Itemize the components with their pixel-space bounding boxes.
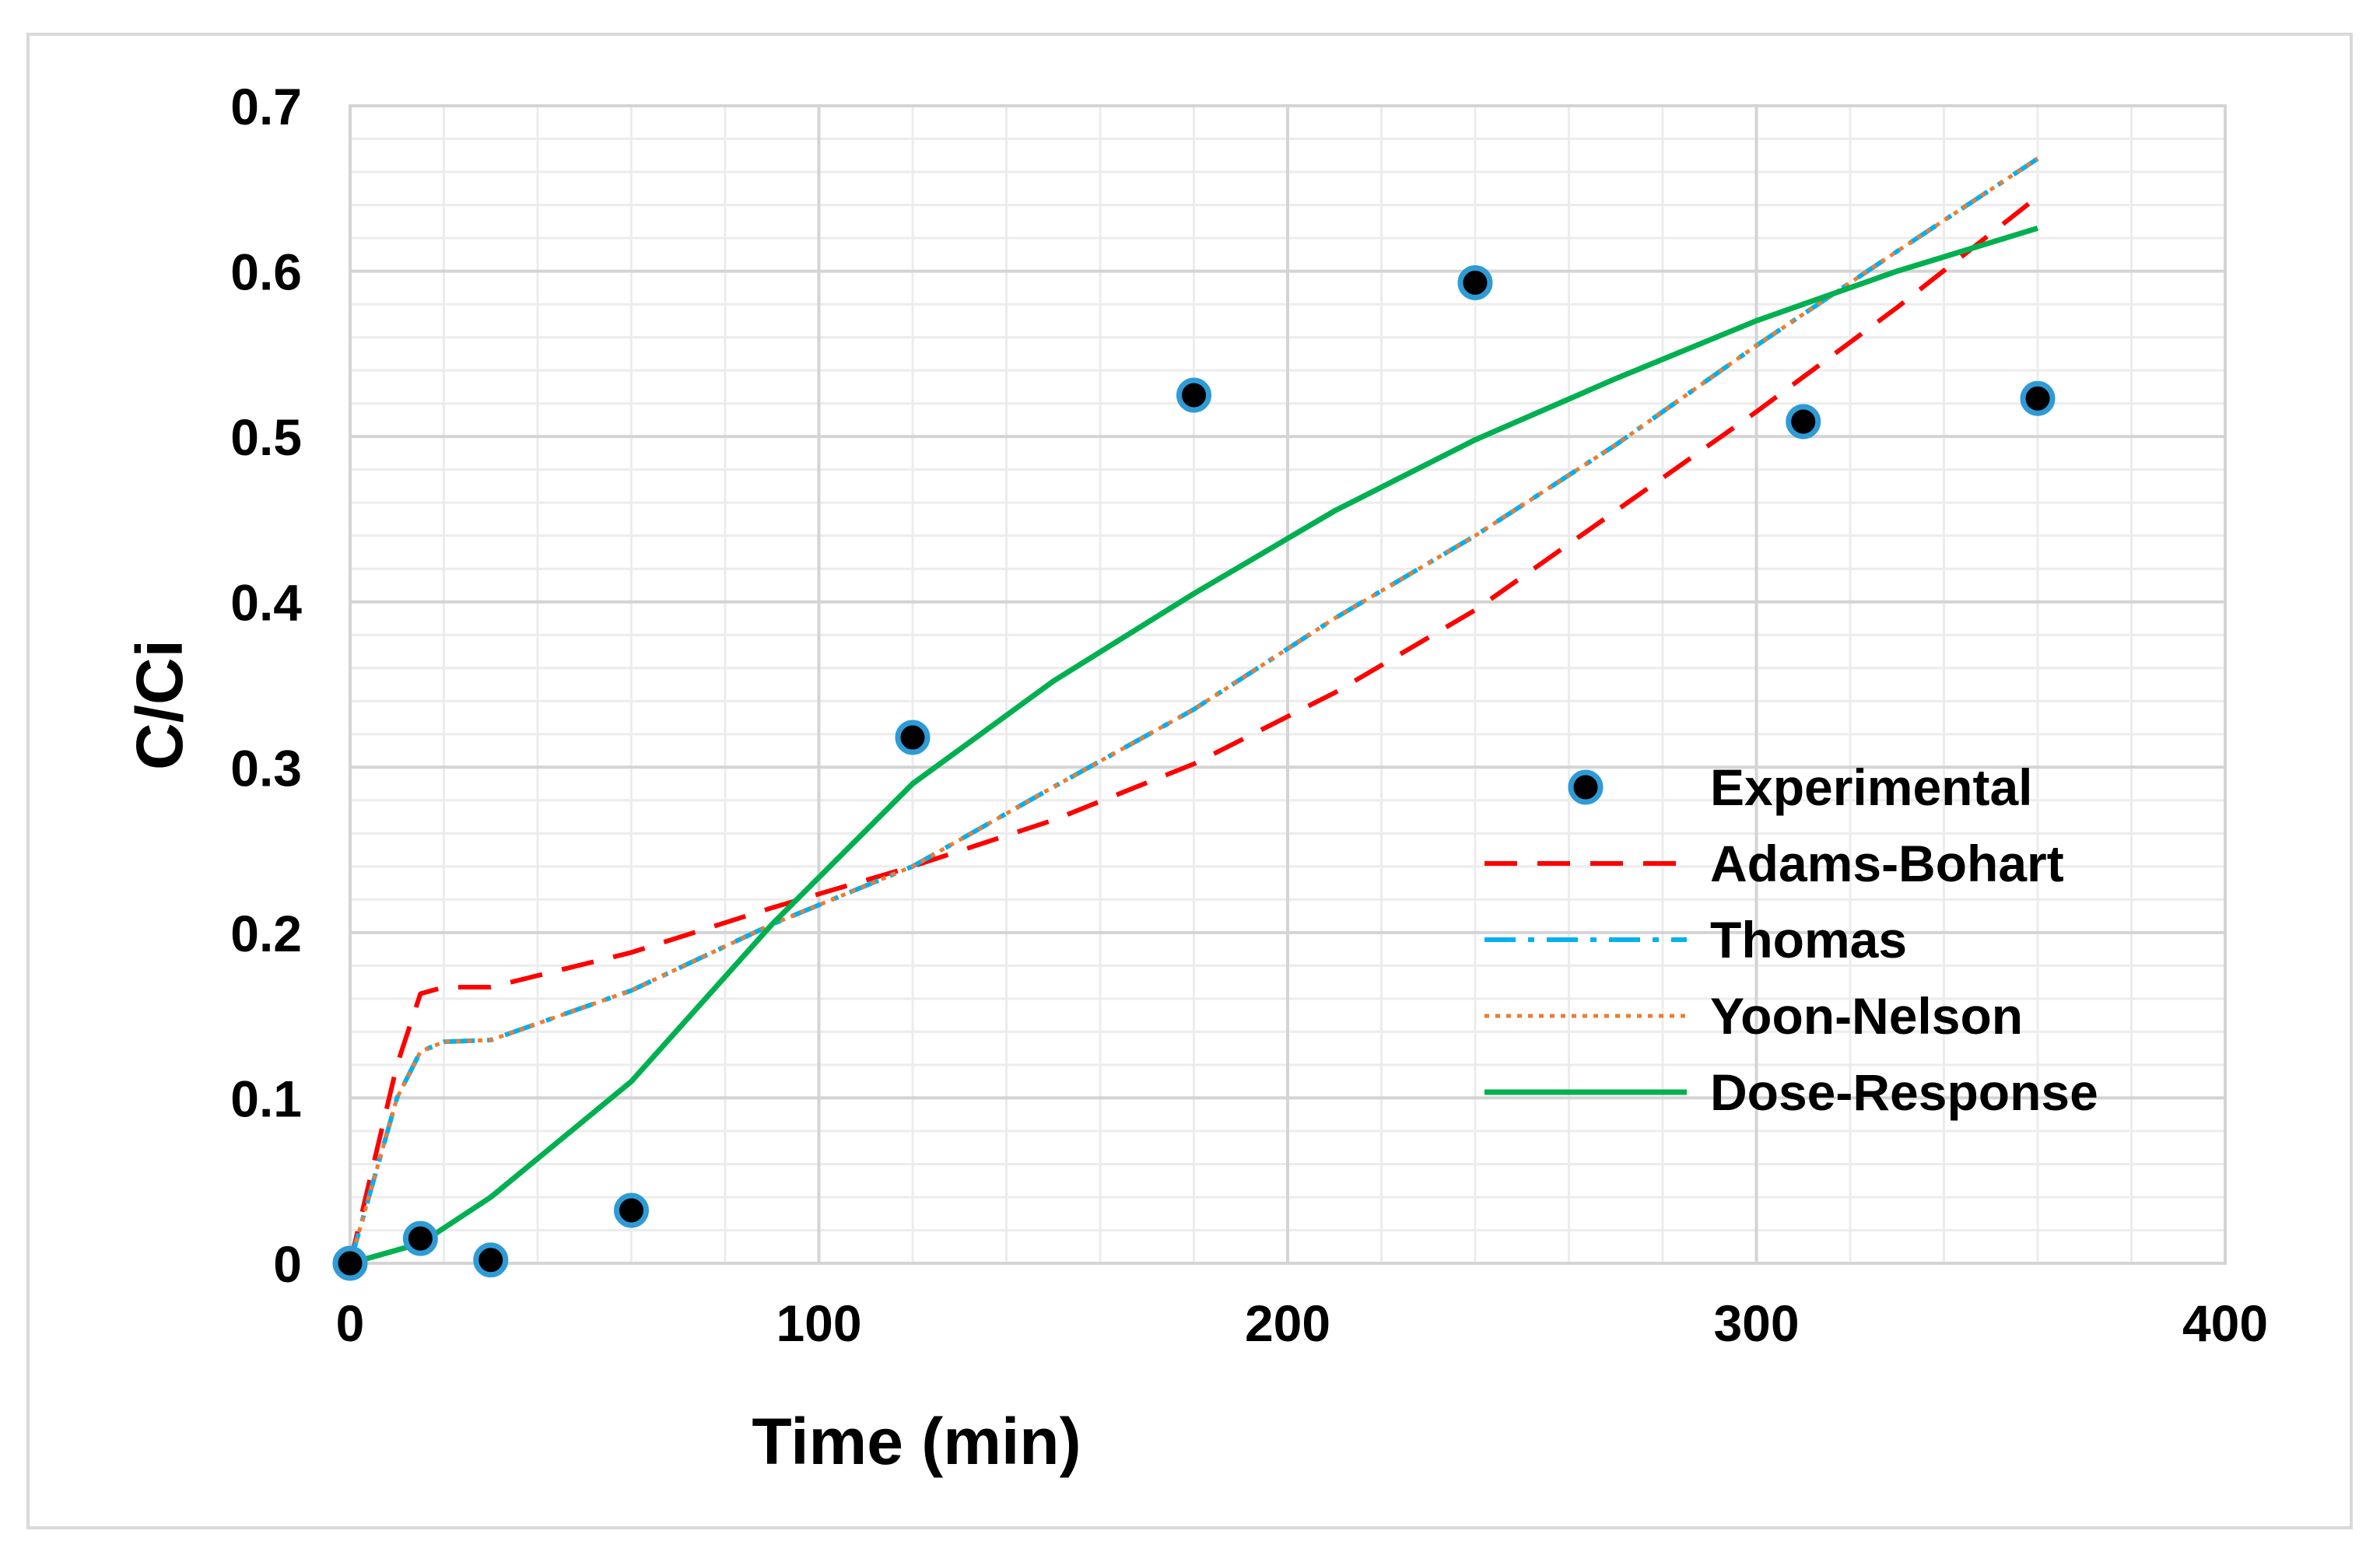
- grid-layer: [349, 104, 2227, 1265]
- chart-svg: 0 100 200 300 400 0 0.1 0.2 0.3 0.4 0.5 0.6 0.7 Time…: [123, 78, 2268, 1478]
- y-tick-label: 0.3: [230, 739, 302, 797]
- experimental-point: [1176, 377, 1211, 413]
- legend-label-thomas: Thomas: [1710, 911, 1907, 968]
- x-axis-title: Time (min): [752, 1405, 1081, 1478]
- x-tick-label: 300: [1713, 1294, 1799, 1352]
- y-tick-label: 0: [273, 1235, 302, 1293]
- y-tick-label: 0.1: [230, 1070, 302, 1127]
- legend-label-yoon-nelson: Yoon-Nelson: [1710, 987, 2023, 1045]
- experimental-point: [402, 1221, 438, 1256]
- dose-response-line: [349, 225, 2039, 1266]
- legend-swatch-experimental: [1568, 769, 1604, 805]
- y-tick-label: 0.6: [230, 243, 302, 301]
- y-axis-title: C/Ci: [123, 639, 196, 770]
- legend-label-dose-response: Dose-Response: [1710, 1063, 2098, 1121]
- ticks-layer: 0 100 200 300 400 0 0.1 0.2 0.3 0.4 0.5 0.6 0.7: [230, 78, 2268, 1352]
- experimental-point: [614, 1193, 649, 1228]
- chart-frame: 0 100 200 300 400 0 0.1 0.2 0.3 0.4 0.5 0.6 0.7 Time…: [26, 33, 2353, 1529]
- y-tick-label: 0.2: [230, 905, 302, 962]
- experimental-point: [895, 720, 931, 755]
- x-tick-label: 400: [2182, 1294, 2268, 1352]
- y-tick-label: 0.5: [230, 408, 302, 466]
- legend: Experimental Adams-Bohart Thomas Yoon-Nelso…: [1484, 758, 2098, 1121]
- axes-layer: [349, 104, 2227, 1265]
- plot-area-border: [349, 104, 2227, 1265]
- x-tick-label: 200: [1245, 1294, 1330, 1352]
- experimental-point: [1786, 404, 1821, 440]
- series-layer: [348, 156, 2039, 1266]
- x-tick-label: 0: [336, 1294, 365, 1352]
- y-tick-label: 0.7: [230, 78, 302, 135]
- experimental-point: [1457, 264, 1493, 300]
- experimental-point: [473, 1242, 509, 1278]
- y-tick-label: 0.4: [230, 574, 302, 632]
- experimental-point: [332, 1245, 368, 1281]
- legend-label-adams-bohart: Adams-Bohart: [1710, 835, 2064, 892]
- legend-label-experimental: Experimental: [1710, 758, 2033, 816]
- x-tick-label: 100: [776, 1294, 861, 1352]
- yoon-nelson-line: [348, 156, 2039, 1264]
- marker-layer: [332, 264, 2056, 1281]
- experimental-point: [2020, 380, 2056, 416]
